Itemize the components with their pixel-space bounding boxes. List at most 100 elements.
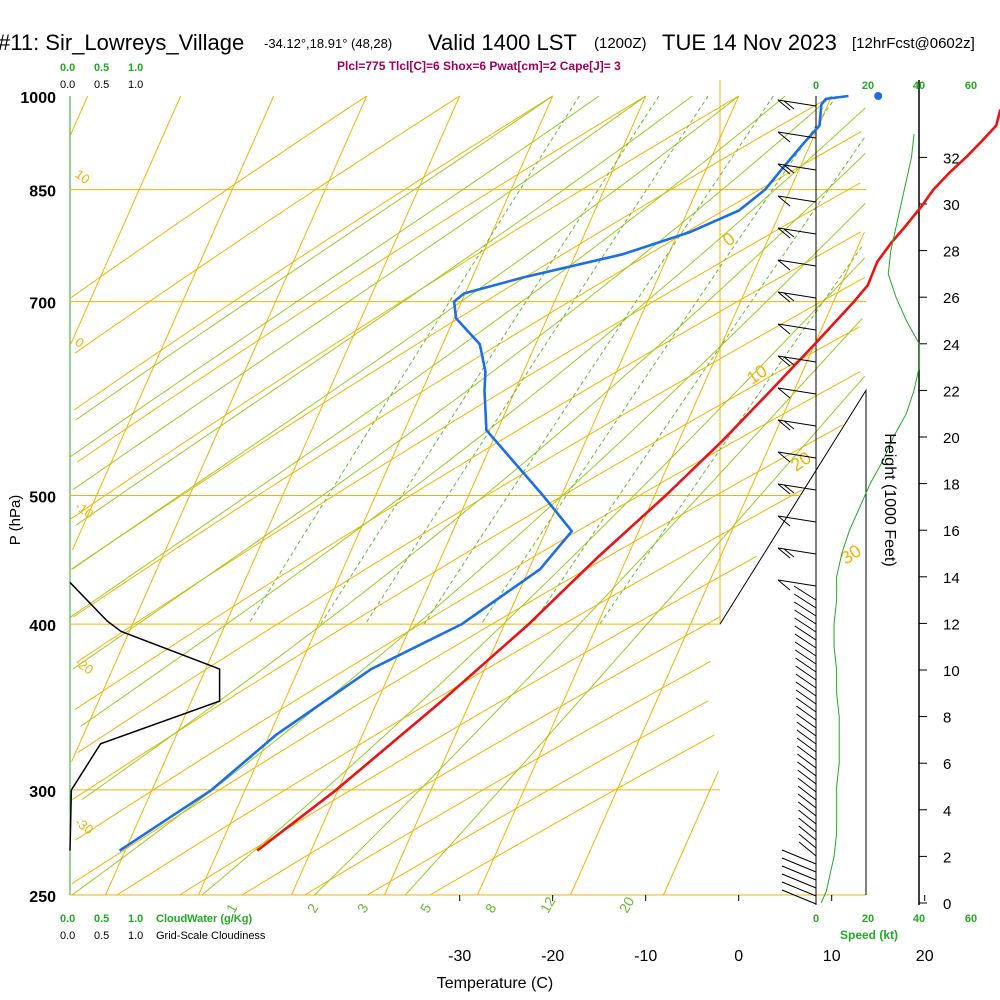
dry-adiabat-line bbox=[74, 95, 460, 354]
wind-barb bbox=[797, 785, 817, 801]
dry-adiabat-line bbox=[70, 95, 739, 520]
wind-barb bbox=[777, 99, 791, 111]
height-tick-label: 18 bbox=[943, 477, 960, 494]
wind-barb bbox=[777, 547, 791, 559]
sounding-indices: Plcl=775 Tlcl[C]=6 Shox=6 Pwat[cm]=2 Cap… bbox=[337, 59, 621, 73]
mixing-ratio-label: 8 bbox=[482, 901, 500, 916]
moist-adiabat-line bbox=[314, 317, 863, 896]
wind-barb bbox=[777, 323, 817, 331]
wind-barb bbox=[777, 163, 791, 175]
wind-barb bbox=[777, 451, 791, 463]
mixing-ratio-label: 5 bbox=[417, 901, 435, 916]
wind-barb bbox=[777, 579, 817, 587]
isotherm-label: 10 bbox=[743, 361, 771, 389]
wind-barb bbox=[796, 737, 817, 753]
height-tick-label: 20 bbox=[943, 430, 960, 447]
wind-barb bbox=[794, 625, 817, 641]
wind-barb bbox=[795, 657, 817, 673]
wind-barbs bbox=[777, 99, 817, 905]
wind-barb bbox=[795, 649, 817, 665]
speed-top-tick-0: 0 bbox=[813, 80, 819, 92]
dry-adiabat-line bbox=[71, 95, 367, 298]
isotherm-line bbox=[72, 95, 275, 551]
mixing-ratio-line bbox=[480, 95, 837, 625]
wind-barb bbox=[777, 387, 817, 395]
wind-barb bbox=[797, 777, 817, 793]
mixing-ratio-line bbox=[531, 137, 865, 625]
moist-adiabat-line bbox=[70, 95, 786, 618]
wind-barb bbox=[783, 420, 795, 430]
height-tick-label: 26 bbox=[943, 290, 960, 307]
wind-barb bbox=[793, 585, 817, 601]
moist-adiabat-line bbox=[75, 95, 693, 526]
height-tick-label: 4 bbox=[943, 803, 951, 820]
cloudiness-label: Grid-Scale Cloudiness bbox=[156, 930, 266, 942]
dry-adiabat-line bbox=[179, 555, 758, 896]
wind-barb bbox=[795, 681, 817, 697]
wind-barb bbox=[777, 131, 791, 143]
dry-adiabat-line bbox=[116, 489, 803, 896]
temperature-tick-label: 0 bbox=[734, 948, 743, 965]
x-axis-label: Temperature (C) bbox=[437, 975, 553, 992]
cloud-top-green-0: 0.0 bbox=[60, 62, 75, 74]
isotherm-line bbox=[70, 95, 89, 135]
pressure-tick-label: 500 bbox=[29, 490, 56, 507]
wind-barb bbox=[794, 601, 817, 617]
wind-barb bbox=[783, 164, 795, 174]
isotherm-line bbox=[198, 95, 554, 896]
dry-adiabat-line bbox=[74, 231, 862, 710]
skewt-right-boundary bbox=[719, 388, 867, 895]
moist-adiabat-line bbox=[80, 107, 866, 727]
isotherm-line bbox=[477, 95, 833, 896]
mixing-ratio-line bbox=[320, 95, 660, 625]
dewpoint-line bbox=[118, 94, 849, 852]
isotherm-label: -30 bbox=[72, 814, 96, 837]
temperature-tick-label: 20 bbox=[916, 948, 934, 965]
wind-speed-line bbox=[820, 134, 920, 904]
dry-adiabat-line bbox=[72, 326, 860, 801]
wind-barb bbox=[777, 323, 791, 335]
height-tick-label: 30 bbox=[943, 197, 960, 214]
cloud-top-green-2: 1.0 bbox=[128, 62, 143, 74]
isotherm-line bbox=[291, 95, 647, 896]
isotherm-label: 0 bbox=[719, 228, 738, 250]
speed-bottom-tick-0: 0 bbox=[813, 913, 819, 925]
moist-adiabat-line bbox=[71, 203, 866, 896]
wind-barb bbox=[781, 857, 817, 873]
wind-barb bbox=[781, 881, 817, 897]
height-tick-label: 8 bbox=[943, 710, 951, 727]
height-tick-label: 2 bbox=[943, 849, 951, 866]
wind-barb bbox=[797, 753, 817, 769]
pressure-tick-label: 400 bbox=[29, 618, 56, 635]
wind-barb bbox=[796, 713, 817, 729]
wind-barb bbox=[783, 548, 795, 558]
wind-barb bbox=[794, 641, 817, 657]
height-tick-label: 16 bbox=[943, 523, 960, 540]
wind-barb bbox=[777, 131, 817, 139]
cloud-bottom-black-1: 0.5 bbox=[94, 930, 109, 942]
isotherm-line bbox=[105, 95, 461, 896]
speed-top-tick-20: 20 bbox=[862, 80, 874, 92]
speed-bottom-tick-20: 20 bbox=[862, 913, 874, 925]
wind-barb bbox=[795, 697, 817, 713]
wind-barb bbox=[781, 849, 817, 865]
dewpoint-trace bbox=[118, 92, 883, 852]
moist-adiabat-line bbox=[75, 95, 553, 421]
wind-barb bbox=[798, 801, 817, 817]
isotherm-label: 20 bbox=[787, 448, 815, 476]
wind-barb bbox=[794, 609, 817, 625]
height-tick-label: 10 bbox=[943, 663, 960, 680]
cloud-top-black-1: 0.5 bbox=[94, 79, 109, 91]
isotherm-line bbox=[663, 770, 719, 896]
wind-barb bbox=[783, 292, 795, 302]
wind-barb bbox=[798, 825, 817, 841]
wind-barb bbox=[798, 833, 817, 849]
isotherm-line bbox=[570, 231, 865, 896]
forecast-label: [12hrFcst@0602z] bbox=[852, 35, 975, 52]
pressure-tick-label: 300 bbox=[29, 784, 56, 801]
isotherm-line bbox=[70, 95, 182, 345]
dry-adiabat-line bbox=[71, 95, 832, 570]
dry-adiabat-line bbox=[73, 131, 862, 618]
wind-speed-profile bbox=[820, 134, 920, 904]
wind-barb bbox=[783, 100, 795, 110]
